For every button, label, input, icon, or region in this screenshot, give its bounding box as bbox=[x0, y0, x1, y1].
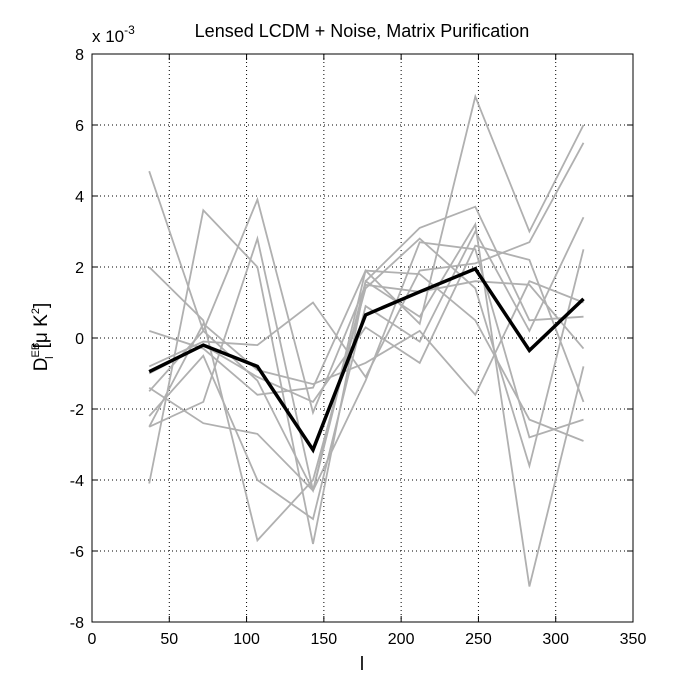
y-multiplier-exponent: -3 bbox=[124, 23, 135, 37]
x-tick-label: 250 bbox=[465, 631, 492, 648]
chart-title: Lensed LCDM + Noise, Matrix Purification bbox=[195, 21, 530, 41]
x-tick-labels: 0 50 100 150 200 250 300 350 bbox=[88, 631, 647, 648]
x-tick-label: 100 bbox=[233, 631, 260, 648]
realization-series-line-5 bbox=[148, 241, 584, 493]
y-axis-label-main: D bbox=[31, 358, 52, 372]
x-axis-label: l bbox=[360, 654, 364, 675]
y-tick-label: 2 bbox=[75, 260, 84, 277]
y-axis-label-unit-sup: 2 bbox=[30, 308, 42, 314]
y-tick-label: -8 bbox=[70, 615, 84, 632]
y-tick-label: -2 bbox=[70, 402, 84, 419]
realization-series-line-7 bbox=[148, 142, 585, 379]
y-multiplier-base: x 10 bbox=[92, 27, 124, 46]
realization-series-line-10 bbox=[148, 280, 584, 428]
x-tick-label: 0 bbox=[88, 631, 97, 648]
y-tick-labels: -8 -6 -4 -2 0 2 4 6 8 bbox=[70, 47, 84, 632]
y-tick-label: 8 bbox=[75, 47, 84, 64]
mean-series-line bbox=[148, 266, 585, 454]
realization-series-line-8 bbox=[148, 196, 585, 416]
y-axis-label-close: ] bbox=[31, 303, 52, 308]
y-axis-label-sub: l bbox=[44, 356, 56, 358]
y-tick-label: 6 bbox=[75, 118, 84, 135]
y-axis-label-unit: [μ K bbox=[31, 314, 52, 349]
x-tick-label: 150 bbox=[311, 631, 338, 648]
realization-series-line-9 bbox=[148, 216, 585, 521]
y-multiplier: x 10-3 bbox=[92, 23, 135, 46]
y-tick-label: 0 bbox=[75, 331, 84, 348]
x-tick-label: 50 bbox=[160, 631, 178, 648]
y-tick-label: 4 bbox=[75, 189, 84, 206]
x-tick-label: 350 bbox=[620, 631, 647, 648]
x-tick-label: 200 bbox=[388, 631, 415, 648]
realization-series-line-6 bbox=[148, 235, 584, 491]
y-tick-label: -4 bbox=[70, 473, 84, 490]
realization-series-line-2 bbox=[148, 237, 585, 543]
y-tick-label: -6 bbox=[70, 544, 84, 561]
x-tick-label: 300 bbox=[542, 631, 569, 648]
realization-series-line-11 bbox=[148, 244, 585, 404]
realization-series-line-3 bbox=[148, 205, 584, 545]
y-axis-label: DEBl [μ K2] bbox=[30, 303, 56, 371]
y-axis-label-sup: EB bbox=[30, 343, 42, 358]
series-layer bbox=[148, 93, 585, 587]
tick-marks bbox=[91, 53, 634, 623]
